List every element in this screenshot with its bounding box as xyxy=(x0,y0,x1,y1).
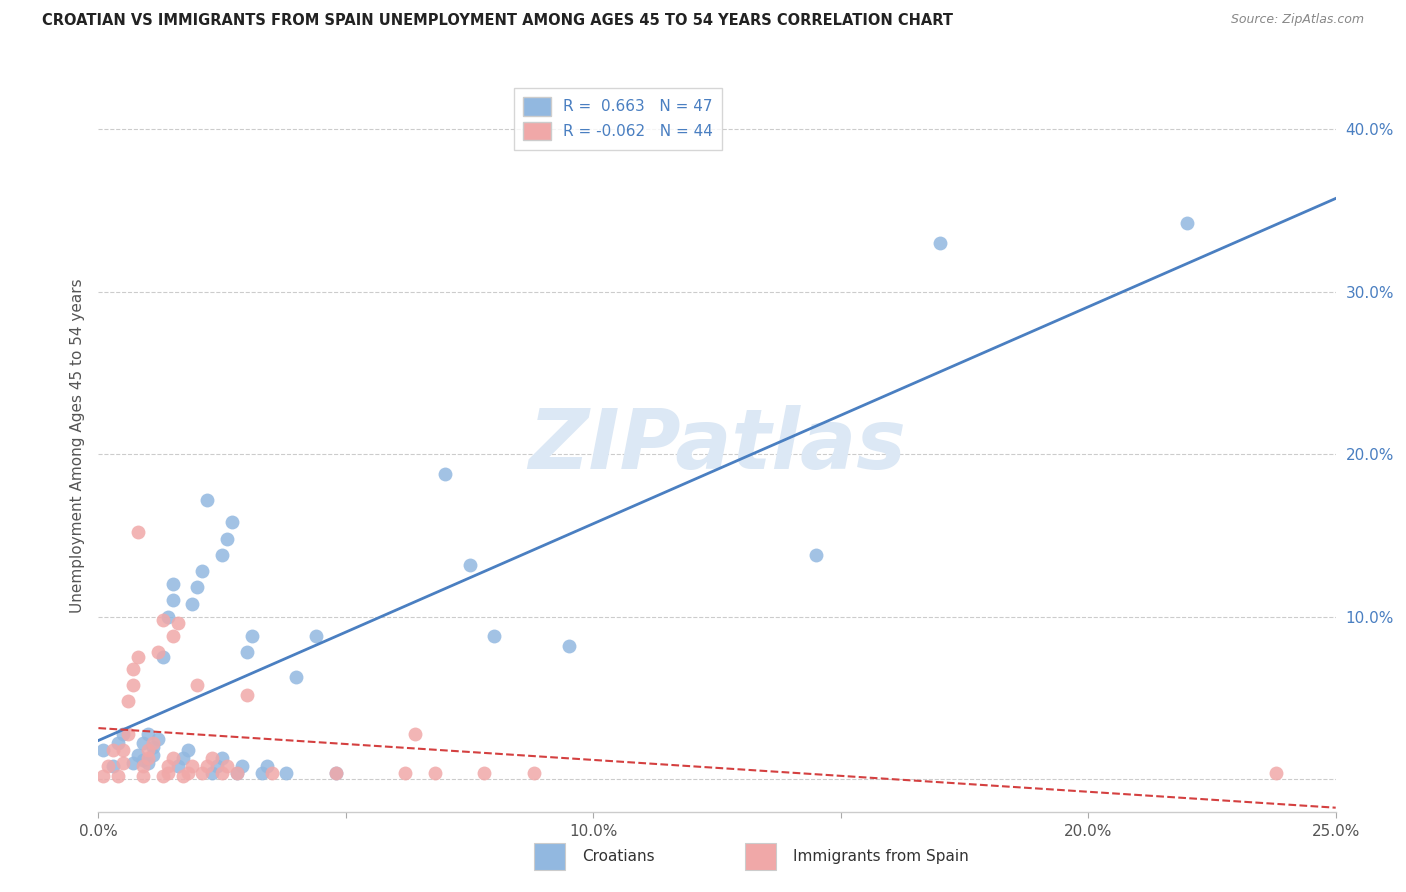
Point xyxy=(142,747,165,762)
Point xyxy=(127,525,149,540)
Point xyxy=(93,743,115,757)
Point xyxy=(211,751,233,765)
Point xyxy=(107,769,129,783)
Point xyxy=(523,765,546,780)
Point xyxy=(285,670,308,684)
Point xyxy=(162,593,184,607)
Point xyxy=(172,751,194,765)
Point xyxy=(928,235,950,250)
Point xyxy=(231,759,253,773)
Point xyxy=(156,609,179,624)
Point xyxy=(122,756,145,770)
Point xyxy=(136,751,159,765)
Point xyxy=(474,765,496,780)
Point xyxy=(217,759,239,773)
Point xyxy=(142,739,165,754)
Point xyxy=(211,765,233,780)
Point xyxy=(152,613,174,627)
Point xyxy=(136,727,159,741)
Point xyxy=(276,765,298,780)
Point xyxy=(423,765,446,780)
Point xyxy=(136,756,159,770)
Point xyxy=(156,765,179,780)
Point xyxy=(162,577,184,591)
Point xyxy=(103,759,125,773)
Point xyxy=(132,759,155,773)
Point xyxy=(172,769,194,783)
Point xyxy=(166,616,188,631)
Point xyxy=(201,765,224,780)
Point xyxy=(186,581,208,595)
Point xyxy=(181,597,204,611)
Point xyxy=(117,727,139,741)
Point xyxy=(226,765,249,780)
Point xyxy=(152,650,174,665)
Point xyxy=(132,753,155,767)
Point xyxy=(804,548,827,562)
Point xyxy=(122,662,145,676)
Point xyxy=(236,645,259,659)
Point xyxy=(458,558,481,572)
Point xyxy=(112,756,135,770)
Point xyxy=(1265,765,1288,780)
Point xyxy=(325,765,347,780)
Y-axis label: Unemployment Among Ages 45 to 54 years: Unemployment Among Ages 45 to 54 years xyxy=(69,278,84,614)
Point xyxy=(136,743,159,757)
Point xyxy=(176,765,198,780)
Point xyxy=(256,759,278,773)
Point xyxy=(191,765,214,780)
Point xyxy=(117,694,139,708)
Point xyxy=(394,765,416,780)
Point xyxy=(404,727,426,741)
Point xyxy=(236,688,259,702)
Point xyxy=(181,759,204,773)
Text: CROATIAN VS IMMIGRANTS FROM SPAIN UNEMPLOYMENT AMONG AGES 45 TO 54 YEARS CORRELA: CROATIAN VS IMMIGRANTS FROM SPAIN UNEMPL… xyxy=(42,13,953,29)
Text: Source: ZipAtlas.com: Source: ZipAtlas.com xyxy=(1230,13,1364,27)
Point xyxy=(260,765,283,780)
Text: Immigrants from Spain: Immigrants from Spain xyxy=(793,849,969,864)
Point xyxy=(195,492,218,507)
Point xyxy=(221,516,243,530)
Point xyxy=(250,765,273,780)
Point xyxy=(132,769,155,783)
Point xyxy=(191,564,214,578)
Point xyxy=(93,769,115,783)
Point xyxy=(217,532,239,546)
Point xyxy=(107,736,129,750)
Point xyxy=(162,629,184,643)
Point xyxy=(484,629,506,643)
Point xyxy=(122,678,145,692)
Point xyxy=(127,650,149,665)
Point xyxy=(156,759,179,773)
Point xyxy=(146,731,169,746)
Point xyxy=(166,759,188,773)
Point xyxy=(195,759,218,773)
Point xyxy=(112,727,135,741)
Point xyxy=(557,639,579,653)
Point xyxy=(162,751,184,765)
Point xyxy=(132,736,155,750)
Point xyxy=(211,548,233,562)
Point xyxy=(112,743,135,757)
Point xyxy=(205,759,228,773)
Point xyxy=(127,747,149,762)
Point xyxy=(97,759,120,773)
Point xyxy=(226,765,249,780)
Point xyxy=(152,769,174,783)
Point xyxy=(1175,216,1198,230)
Point xyxy=(146,645,169,659)
Point xyxy=(240,629,263,643)
Legend: R =  0.663   N = 47, R = -0.062   N = 44: R = 0.663 N = 47, R = -0.062 N = 44 xyxy=(515,88,723,150)
Point xyxy=(433,467,456,481)
Point xyxy=(176,743,198,757)
Point xyxy=(201,751,224,765)
Point xyxy=(325,765,347,780)
Text: Croatians: Croatians xyxy=(582,849,655,864)
Point xyxy=(103,743,125,757)
Point xyxy=(142,736,165,750)
Point xyxy=(305,629,328,643)
Text: ZIPatlas: ZIPatlas xyxy=(529,406,905,486)
Point xyxy=(186,678,208,692)
